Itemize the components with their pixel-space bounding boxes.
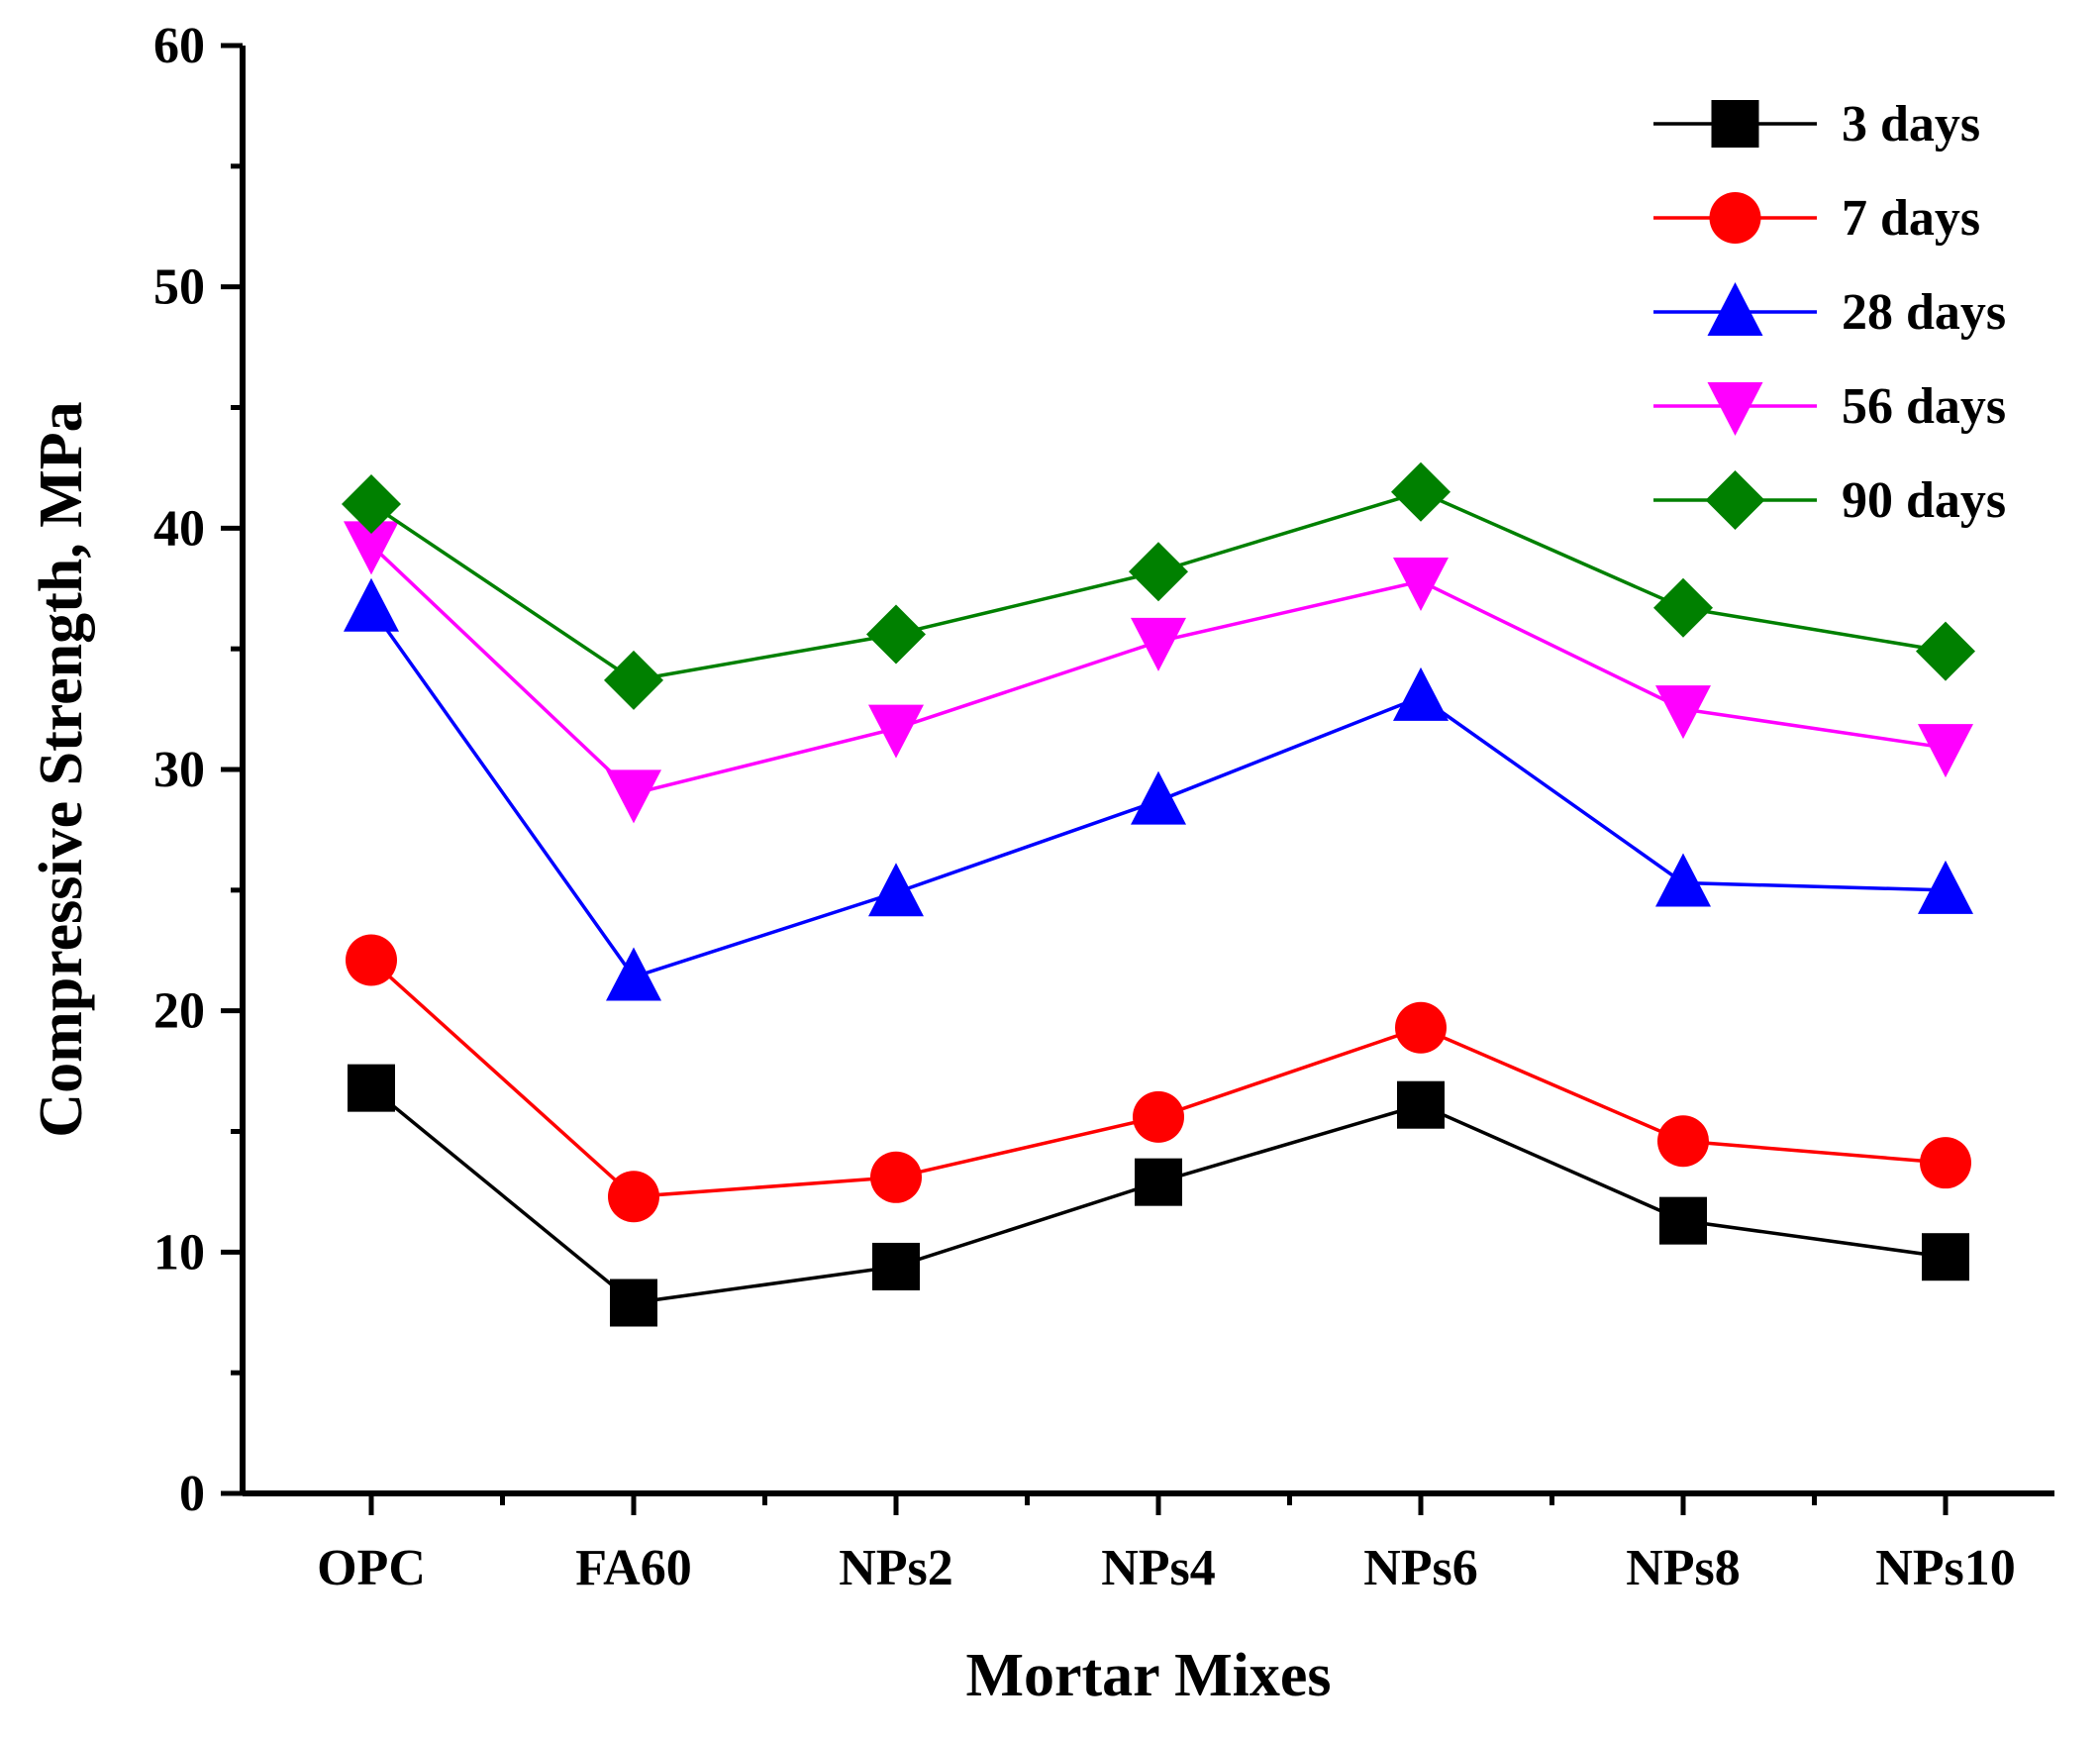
series-7-days [346, 934, 1971, 1223]
legend-entry: 56 days [1653, 378, 2006, 436]
y-tick-label: 60 [153, 18, 205, 74]
legend-label: 56 days [1842, 378, 2006, 435]
data-point [1918, 860, 1973, 914]
y-tick-label: 0 [179, 1466, 205, 1522]
data-point [1131, 617, 1186, 671]
legend-entry: 90 days [1653, 470, 2006, 530]
data-point [1918, 724, 1973, 778]
legend-marker [1705, 470, 1765, 530]
x-tick-label: NPs10 [1875, 1540, 2016, 1596]
legend-entry: 7 days [1653, 190, 1980, 247]
data-point [1131, 770, 1186, 825]
legend-label: 7 days [1842, 190, 1980, 247]
data-point [1129, 542, 1188, 602]
data-point [1920, 1137, 1971, 1189]
data-point [868, 704, 924, 759]
plot-area: 0 10 20 30 40 50 60 OPC FA60 NPs2 NPs4 NPs6 NPs8 NPs1… [153, 18, 2054, 1596]
data-point [1655, 853, 1711, 907]
data-point [870, 1151, 922, 1203]
data-point [872, 1242, 920, 1290]
data-point [1655, 685, 1711, 740]
legend-marker [1707, 282, 1763, 336]
x-tick-label: OPC [317, 1540, 426, 1596]
y-tick-label: 20 [153, 983, 205, 1040]
data-point [1916, 621, 1975, 681]
data-point [346, 934, 397, 986]
data-point [344, 521, 399, 575]
data-point [1393, 666, 1449, 721]
data-point [1135, 1158, 1182, 1206]
y-tick-label: 40 [153, 500, 205, 557]
x-tick-label: NPs2 [839, 1540, 953, 1596]
data-point [1133, 1090, 1184, 1143]
legend-marker [1709, 192, 1761, 244]
legend-marker [1711, 100, 1759, 148]
data-point [342, 473, 401, 534]
legend-entry: 3 days [1653, 96, 1980, 153]
x-tick-label: NPs6 [1363, 1540, 1478, 1596]
y-tick-label: 50 [153, 259, 205, 316]
data-point [606, 769, 661, 824]
data-point [1393, 557, 1449, 611]
y-tick-label: 30 [153, 742, 205, 798]
data-point [1391, 461, 1450, 522]
legend-entry: 28 days [1653, 282, 2006, 341]
series-3-days [348, 1064, 1969, 1327]
series-56-days [344, 521, 1973, 824]
x-axis-title: Mortar Mixes [966, 1642, 1332, 1709]
data-point [1922, 1233, 1969, 1281]
data-point [1659, 1196, 1707, 1245]
data-point [606, 947, 661, 1001]
data-point [1653, 577, 1713, 638]
data-point [1395, 1001, 1447, 1054]
x-tick-label: NPs4 [1101, 1540, 1216, 1596]
data-point [866, 604, 926, 665]
data-point [344, 577, 399, 632]
x-tick-label: NPs8 [1626, 1540, 1741, 1596]
data-point [610, 1279, 657, 1327]
data-point [608, 1171, 659, 1223]
y-tick-label: 10 [153, 1224, 205, 1280]
data-point [348, 1064, 395, 1112]
series-28-days [344, 577, 1973, 1001]
legend-label: 28 days [1842, 284, 2006, 341]
series-layer [342, 461, 1975, 1327]
data-point [868, 863, 924, 917]
data-point [604, 650, 663, 710]
legend-marker [1707, 382, 1763, 436]
y-axis-title: Compressive Strength, MPa [28, 401, 95, 1137]
legend-label: 90 days [1842, 472, 2006, 529]
legend: 3 days 7 days 28 days 56 days 90 days [1653, 96, 2006, 530]
data-point [1397, 1080, 1445, 1129]
series-90-days [342, 461, 1975, 710]
x-tick-label: FA60 [575, 1540, 691, 1596]
data-point [1657, 1115, 1709, 1168]
legend-label: 3 days [1842, 96, 1980, 153]
